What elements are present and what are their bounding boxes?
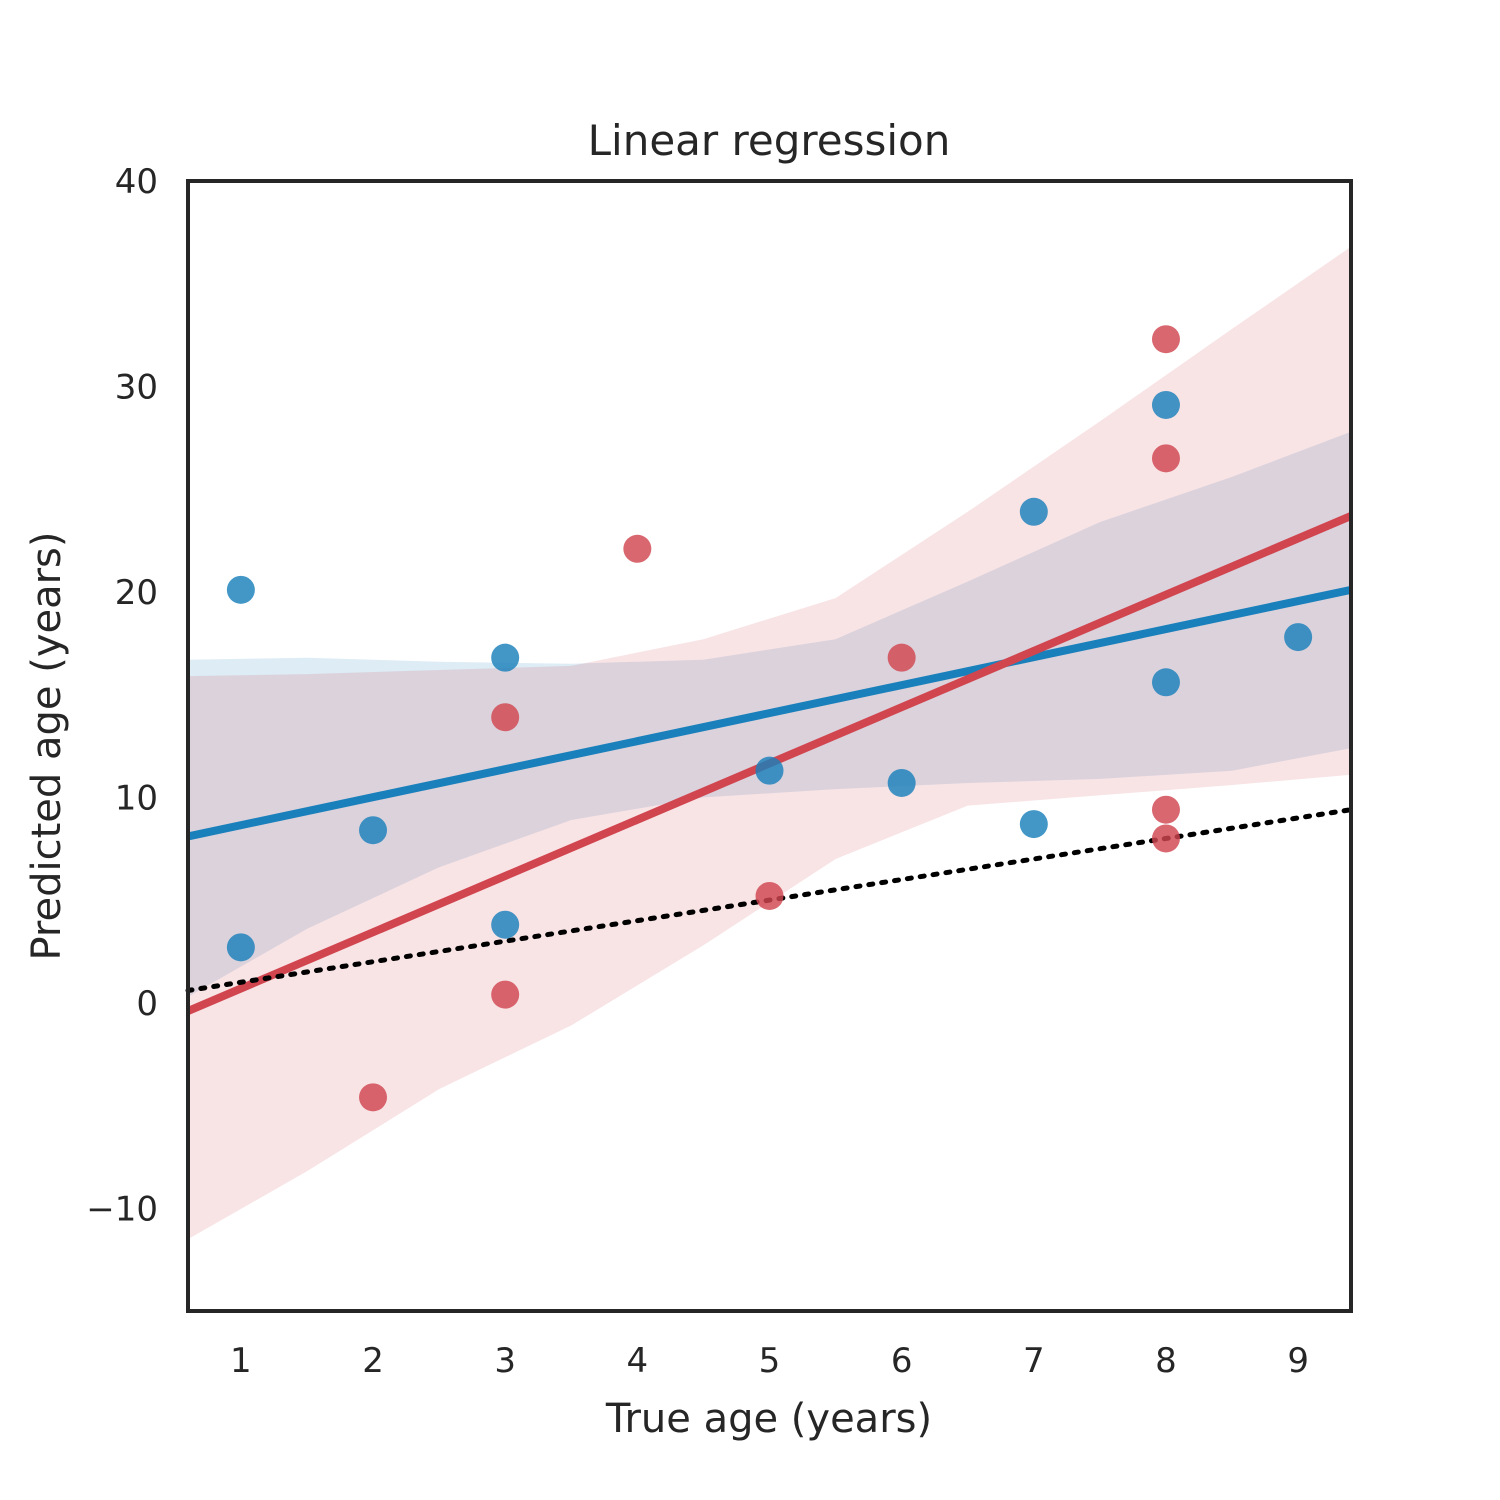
scatter-points <box>226 325 1313 1112</box>
regression-line-series-1 <box>187 585 1352 841</box>
data-point-series-1 <box>1019 497 1048 526</box>
data-point-series-2 <box>1151 325 1180 354</box>
data-point-series-1 <box>491 643 520 672</box>
x-tick-label: 5 <box>759 1341 781 1381</box>
data-point-series-2 <box>1151 444 1180 473</box>
y-tick-label: 20 <box>115 573 158 613</box>
x-tick-label: 9 <box>1287 1341 1309 1381</box>
x-tick-label: 7 <box>1023 1341 1045 1381</box>
data-point-series-1 <box>226 575 255 604</box>
x-tick-label: 4 <box>627 1341 649 1381</box>
data-point-series-1 <box>359 816 388 845</box>
x-tick-label: 1 <box>230 1341 252 1381</box>
plot-frame <box>186 179 1353 1313</box>
ci-band-series-2 <box>188 246 1351 1240</box>
x-tick-label: 3 <box>494 1341 516 1381</box>
y-axis-ticks: −10 0 10 20 30 40 <box>86 162 158 1229</box>
data-point-series-1 <box>1151 668 1180 697</box>
data-point-series-1 <box>1151 390 1180 419</box>
chart-title: Linear regression <box>588 116 951 165</box>
y-tick-label: 30 <box>115 367 158 407</box>
y-tick-label: −10 <box>86 1189 158 1229</box>
x-tick-label: 2 <box>362 1341 384 1381</box>
y-tick-label: 0 <box>136 984 158 1024</box>
data-point-series-2 <box>1151 824 1180 853</box>
x-axis-title: True age (years) <box>605 1396 932 1442</box>
data-point-series-2 <box>623 534 652 563</box>
data-point-series-2 <box>359 1083 388 1112</box>
data-point-series-2 <box>1151 795 1180 824</box>
y-tick-label: 40 <box>115 162 158 202</box>
data-point-series-2 <box>755 881 784 910</box>
y-tick-label: 10 <box>115 778 158 818</box>
data-point-series-2 <box>491 703 520 732</box>
x-tick-label: 6 <box>891 1341 913 1381</box>
x-tick-label: 8 <box>1155 1341 1177 1381</box>
data-point-series-1 <box>226 933 255 962</box>
data-point-series-1 <box>887 768 916 797</box>
data-point-series-1 <box>1284 623 1313 652</box>
data-point-series-2 <box>887 643 916 672</box>
y-axis-title: Predicted age (years) <box>24 531 70 960</box>
data-point-series-1 <box>491 910 520 939</box>
data-point-series-1 <box>1019 810 1048 839</box>
data-point-series-1 <box>755 756 784 785</box>
data-point-series-2 <box>491 980 520 1009</box>
x-axis-ticks: 1 2 3 4 5 6 7 8 9 <box>230 1341 1309 1381</box>
